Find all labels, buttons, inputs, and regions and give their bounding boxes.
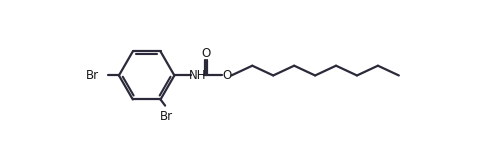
Text: O: O [202,47,211,60]
Text: NH: NH [189,69,206,82]
Text: O: O [222,69,232,82]
Text: Br: Br [86,69,99,82]
Text: Br: Br [160,110,173,123]
